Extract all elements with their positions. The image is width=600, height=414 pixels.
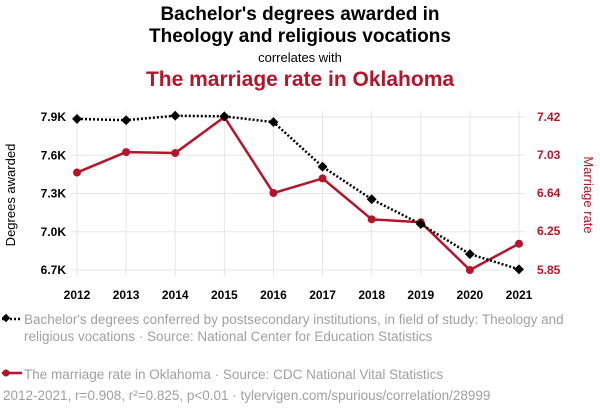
right-tick-label: 7.03 bbox=[537, 148, 561, 162]
left-tick-label: 7.6K bbox=[41, 148, 67, 162]
data-point-marriage bbox=[367, 215, 376, 224]
series-degrees bbox=[72, 110, 524, 275]
right-tick-label: 5.85 bbox=[537, 263, 561, 277]
x-tick-label: 2012 bbox=[64, 288, 91, 302]
data-point-degrees bbox=[317, 161, 328, 172]
left-axis: 7.9K 7.6K 7.3K 7.0K 6.7K bbox=[41, 110, 67, 277]
legend-entry-marriage: The marriage rate in Oklahoma · Source: … bbox=[24, 367, 444, 382]
legend-entry-degrees: Bachelor's degrees conferred by postseco… bbox=[24, 312, 564, 344]
x-tick-label: 2021 bbox=[506, 288, 533, 302]
chart-title-line2: Theology and religious vocations bbox=[149, 26, 451, 47]
data-point-degrees bbox=[121, 115, 132, 126]
chart-title-line3: The marriage rate in Oklahoma bbox=[145, 68, 455, 91]
data-point-marriage bbox=[171, 149, 180, 158]
data-point-marriage bbox=[122, 148, 131, 157]
x-tick-label: 2013 bbox=[113, 288, 140, 302]
right-tick-label: 7.42 bbox=[537, 110, 561, 124]
series-line-degrees bbox=[76, 114, 520, 271]
series-line-marriage bbox=[76, 115, 520, 272]
data-point-degrees bbox=[464, 249, 475, 260]
x-tick-label: 2018 bbox=[358, 288, 385, 302]
x-tick-label: 2014 bbox=[162, 288, 189, 302]
x-tick-label: 2019 bbox=[407, 288, 434, 302]
x-tick-label: 2017 bbox=[309, 288, 336, 302]
grid-lines bbox=[71, 111, 525, 276]
footer-stats: 2012-2021, r=0.908, r²=0.825, p<0.01 · t… bbox=[3, 388, 491, 403]
data-point-marriage bbox=[465, 266, 474, 274]
y-axis-label-left: Degrees awarded bbox=[3, 144, 18, 247]
left-tick-label: 7.9K bbox=[41, 110, 67, 124]
left-tick-label: 6.7K bbox=[41, 263, 67, 277]
right-tick-label: 6.64 bbox=[537, 186, 561, 200]
data-point-marriage bbox=[515, 239, 523, 248]
data-point-degrees bbox=[72, 113, 82, 124]
data-point-degrees bbox=[219, 111, 230, 122]
data-point-marriage bbox=[269, 189, 278, 198]
right-axis: 7.42 7.03 6.64 6.25 5.85 bbox=[537, 110, 561, 277]
x-tick-label: 2015 bbox=[211, 288, 238, 302]
x-tick-label: 2020 bbox=[457, 288, 484, 302]
data-point-marriage bbox=[73, 168, 81, 177]
x-axis: 2012 2013 2014 2015 2016 2017 2018 2019 2020 2021 bbox=[64, 288, 533, 302]
data-point-degrees bbox=[514, 264, 524, 275]
correlates-with-text: correlates with bbox=[258, 50, 342, 65]
data-point-degrees bbox=[366, 194, 377, 205]
x-tick-label: 2016 bbox=[260, 288, 287, 302]
left-tick-label: 7.0K bbox=[41, 225, 67, 239]
legend-marker-degrees bbox=[1, 313, 22, 323]
legend-marker-marriage bbox=[2, 369, 22, 377]
data-point-degrees bbox=[415, 219, 426, 230]
data-point-marriage bbox=[318, 174, 327, 183]
data-point-degrees bbox=[170, 110, 181, 121]
right-tick-label: 6.25 bbox=[537, 224, 561, 238]
left-tick-label: 7.3K bbox=[41, 187, 67, 201]
chart-title-line1: Bachelor's degrees awarded in bbox=[160, 4, 440, 25]
y-axis-label-right: Marriage rate bbox=[581, 156, 596, 233]
